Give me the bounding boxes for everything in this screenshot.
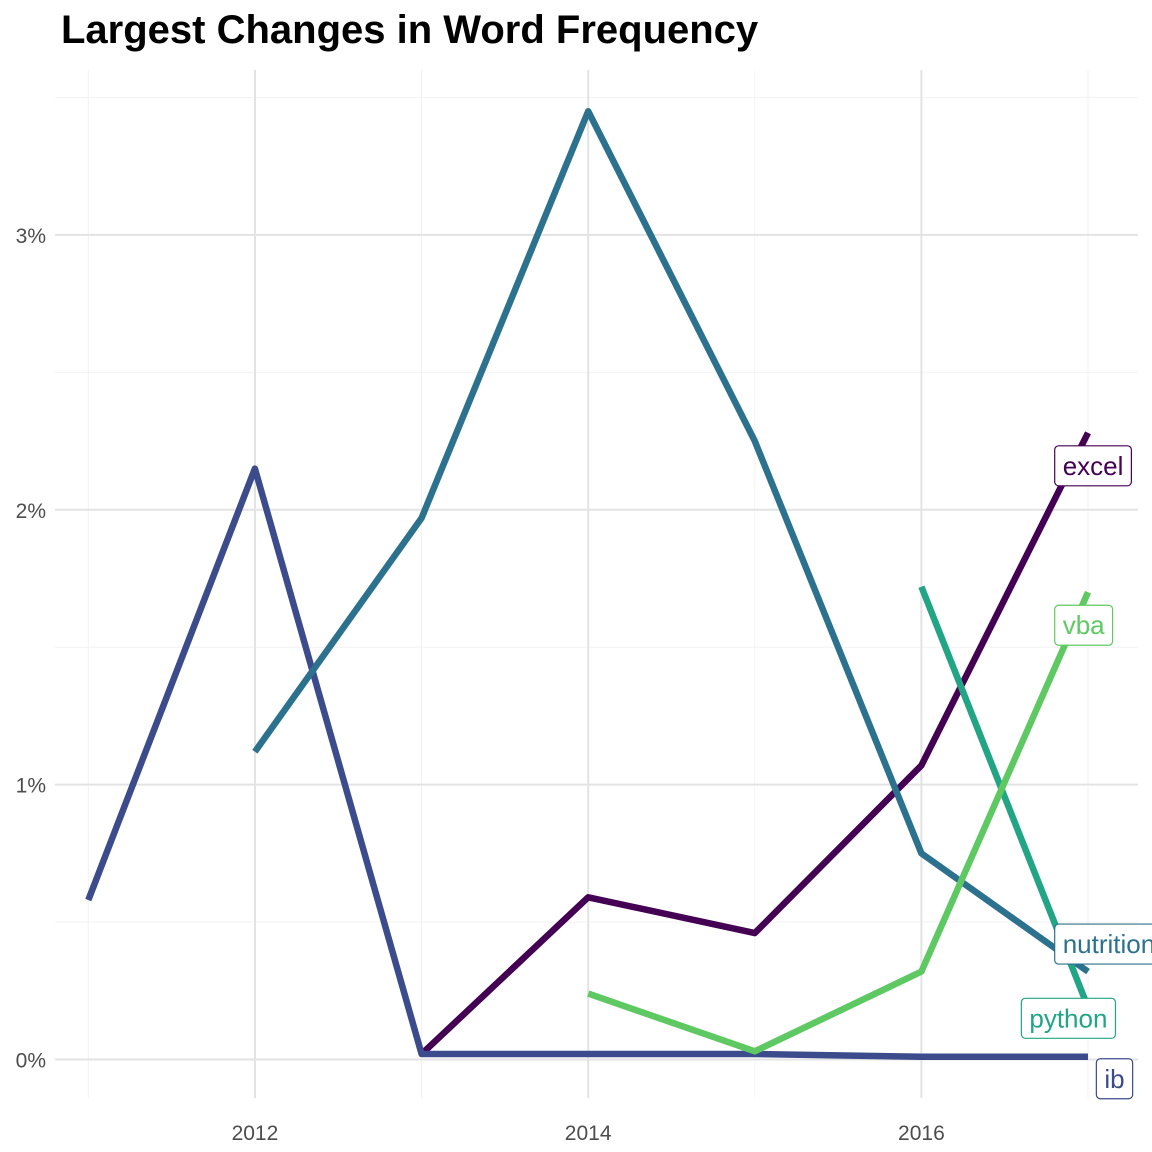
x-axis-tick-labels: 2012 2014 2016 (232, 1122, 945, 1145)
y-axis-tick-labels: 0% 1% 2% 3% (16, 225, 46, 1073)
series-label-ib: ib (1095, 1058, 1134, 1100)
series-label-excel: excel (1054, 445, 1132, 487)
series-label-box (1095, 1058, 1134, 1100)
grid-lines (55, 70, 1138, 1098)
series-line-nutrition (252, 107, 1090, 975)
series-label-box (1054, 923, 1152, 965)
y-tick-label: 2% (16, 500, 46, 523)
series-label-box (1020, 997, 1117, 1039)
x-tick-label: 2014 (565, 1122, 612, 1145)
series-labels: excel ib nutrition python vba (1020, 445, 1152, 1100)
series-line-excel (419, 431, 1091, 1057)
series-label-text: vba (1063, 610, 1105, 640)
series-label-box (1054, 604, 1114, 646)
chart-title: Largest Changes in Word Frequency (61, 8, 759, 52)
series-label-box (1054, 445, 1132, 487)
series-line-vba (587, 590, 1091, 1055)
series-label-text: ib (1104, 1064, 1124, 1094)
series-label-text: excel (1063, 451, 1124, 481)
series-label-nutrition: nutrition (1054, 923, 1152, 965)
y-tick-label: 0% (16, 1050, 46, 1073)
series-label-python: python (1020, 997, 1117, 1039)
y-tick-label: 1% (16, 775, 46, 798)
y-tick-label: 3% (16, 225, 46, 248)
x-tick-label: 2016 (898, 1122, 945, 1145)
series-line-ib (85, 465, 1088, 1061)
series-label-vba: vba (1054, 604, 1114, 646)
series-label-text: python (1029, 1003, 1107, 1033)
x-tick-label: 2012 (232, 1122, 279, 1145)
series-label-text: nutrition (1063, 929, 1152, 959)
